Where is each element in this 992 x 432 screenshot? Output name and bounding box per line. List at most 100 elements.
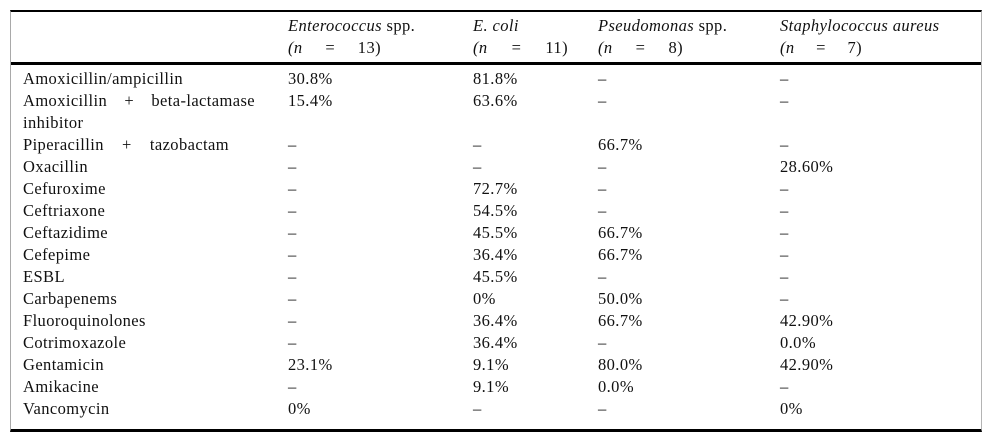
cell-enterococcus: – bbox=[288, 135, 297, 154]
table-row: Fluoroquinolones – 36.4% 66.7% 42.90% bbox=[11, 310, 981, 332]
drug-name-cell: Ceftazidime bbox=[11, 222, 288, 244]
cell-enterococcus: – bbox=[288, 201, 297, 220]
cell-ecoli: 36.4% bbox=[473, 333, 518, 352]
cell-ecoli: 9.1% bbox=[473, 377, 509, 396]
table-row: ESBL – 45.5% – – bbox=[11, 266, 981, 288]
cell-enterococcus: – bbox=[288, 289, 297, 308]
cell-pseudomonas: 80.0% bbox=[598, 355, 643, 374]
table-row: Oxacillin – – – 28.60% bbox=[11, 156, 981, 178]
antibiotic-resistance-table: Enterococcus spp. (n = 13) E. coli (n = 11) … bbox=[11, 12, 981, 429]
sample-size: (n = 7) bbox=[780, 37, 862, 59]
table-row: Cefuroxime – 72.7% – – bbox=[11, 178, 981, 200]
cell-saureus: – bbox=[780, 201, 789, 220]
drug-label: Piperacillin + tazobactam bbox=[23, 135, 229, 154]
cell-enterococcus: – bbox=[288, 267, 297, 286]
cell-pseudomonas: 66.7% bbox=[598, 245, 643, 264]
table-row: Cefepime – 36.4% 66.7% – bbox=[11, 244, 981, 266]
cell-enterococcus: 15.4% bbox=[288, 91, 333, 110]
drug-label: Amikacine bbox=[23, 377, 99, 396]
drug-name-cell: Amoxicillin/ampicillin bbox=[11, 64, 288, 91]
drug-name-cell: Vancomycin bbox=[11, 398, 288, 429]
drug-name-cell: Carbapenems bbox=[11, 288, 288, 310]
drug-name-cell: Cotrimoxazole bbox=[11, 332, 288, 354]
n-equals: = bbox=[511, 38, 522, 57]
cell-saureus: – bbox=[780, 69, 789, 88]
cell-saureus: – bbox=[780, 289, 789, 308]
cell-ecoli: 36.4% bbox=[473, 311, 518, 330]
drug-label: Gentamicin bbox=[23, 355, 104, 374]
cell-pseudomonas: – bbox=[598, 201, 607, 220]
col-header-pseudomonas: Pseudomonas spp. (n = 8) bbox=[598, 12, 780, 65]
cell-saureus: – bbox=[780, 91, 789, 110]
cell-saureus: 42.90% bbox=[780, 311, 834, 330]
cell-ecoli: 81.8% bbox=[473, 69, 518, 88]
cell-ecoli: 45.5% bbox=[473, 267, 518, 286]
cell-enterococcus: 0% bbox=[288, 399, 311, 418]
header-drug-empty bbox=[11, 12, 288, 65]
drug-label: Ceftazidime bbox=[23, 223, 109, 242]
n-open: (n bbox=[288, 38, 303, 57]
cell-ecoli: 45.5% bbox=[473, 223, 518, 242]
cell-saureus: 42.90% bbox=[780, 355, 834, 374]
organism-name-italic: E. coli bbox=[473, 16, 519, 35]
organism-name-italic: Pseudomonas bbox=[598, 16, 695, 35]
drug-name-cell: Amoxicillin + beta-lactamase inhibitor bbox=[11, 90, 288, 134]
table-row: Gentamicin 23.1% 9.1% 80.0% 42.90% bbox=[11, 354, 981, 376]
drug-label: Cefuroxime bbox=[23, 179, 106, 198]
cell-saureus: – bbox=[780, 267, 789, 286]
cell-pseudomonas: 66.7% bbox=[598, 135, 643, 154]
drug-name-cell: Ceftriaxone bbox=[11, 200, 288, 222]
cell-enterococcus: – bbox=[288, 223, 297, 242]
drug-label: Amoxicillin/ampicillin bbox=[23, 69, 184, 88]
cell-pseudomonas: – bbox=[598, 267, 607, 286]
organism-name-roman: spp. bbox=[694, 16, 728, 35]
drug-name-cell: Fluoroquinolones bbox=[11, 310, 288, 332]
n-equals: = bbox=[635, 38, 646, 57]
cell-ecoli: – bbox=[473, 399, 482, 418]
cell-ecoli: 36.4% bbox=[473, 245, 518, 264]
sample-size: (n = 8) bbox=[598, 37, 683, 59]
table-row: Amoxicillin + beta-lactamase inhibitor 1… bbox=[11, 90, 981, 134]
table-row: Ceftriaxone – 54.5% – – bbox=[11, 200, 981, 222]
organism-name: Pseudomonas spp. bbox=[598, 15, 780, 37]
cell-saureus: 28.60% bbox=[780, 157, 834, 176]
cell-enterococcus: 30.8% bbox=[288, 69, 333, 88]
drug-name-cell: ESBL bbox=[11, 266, 288, 288]
cell-enterococcus: – bbox=[288, 245, 297, 264]
cell-pseudomonas: – bbox=[598, 69, 607, 88]
col-header-saureus: Staphylococcus aureus (n = 7) bbox=[780, 12, 981, 65]
table-row: Ceftazidime – 45.5% 66.7% – bbox=[11, 222, 981, 244]
organism-name: Enterococcus spp. bbox=[288, 15, 473, 37]
sample-size: (n = 11) bbox=[473, 37, 568, 59]
cell-pseudomonas: – bbox=[598, 399, 607, 418]
cell-pseudomonas: 66.7% bbox=[598, 311, 643, 330]
cell-ecoli: 0% bbox=[473, 289, 496, 308]
organism-name-italic: Staphylococcus aureus bbox=[780, 16, 940, 35]
cell-pseudomonas: 66.7% bbox=[598, 223, 643, 242]
cell-enterococcus: – bbox=[288, 333, 297, 352]
header-row: Enterococcus spp. (n = 13) E. coli (n = 11) … bbox=[11, 12, 981, 65]
n-open: (n bbox=[598, 38, 613, 57]
drug-name-cell: Cefuroxime bbox=[11, 178, 288, 200]
table-row: Piperacillin + tazobactam – – 66.7% – bbox=[11, 134, 981, 156]
cell-saureus: – bbox=[780, 377, 789, 396]
drug-name-cell: Amikacine bbox=[11, 376, 288, 398]
drug-label: Cefepime bbox=[23, 245, 91, 264]
resistance-table-frame: Enterococcus spp. (n = 13) E. coli (n = 11) … bbox=[10, 10, 982, 432]
n-value: 11) bbox=[545, 38, 568, 57]
n-open: (n bbox=[780, 38, 795, 57]
cell-saureus: – bbox=[780, 179, 789, 198]
cell-enterococcus: – bbox=[288, 157, 297, 176]
cell-saureus: – bbox=[780, 223, 789, 242]
table-row: Amikacine – 9.1% 0.0% – bbox=[11, 376, 981, 398]
cell-pseudomonas: – bbox=[598, 333, 607, 352]
organism-name: E. coli bbox=[473, 15, 598, 37]
organism-name: Staphylococcus aureus bbox=[780, 15, 981, 37]
cell-pseudomonas: – bbox=[598, 179, 607, 198]
cell-pseudomonas: 0.0% bbox=[598, 377, 634, 396]
cell-ecoli: 9.1% bbox=[473, 355, 509, 374]
n-value: 13) bbox=[357, 38, 381, 57]
drug-name-cell: Oxacillin bbox=[11, 156, 288, 178]
cell-pseudomonas: 50.0% bbox=[598, 289, 643, 308]
organism-name-roman: spp. bbox=[382, 16, 416, 35]
